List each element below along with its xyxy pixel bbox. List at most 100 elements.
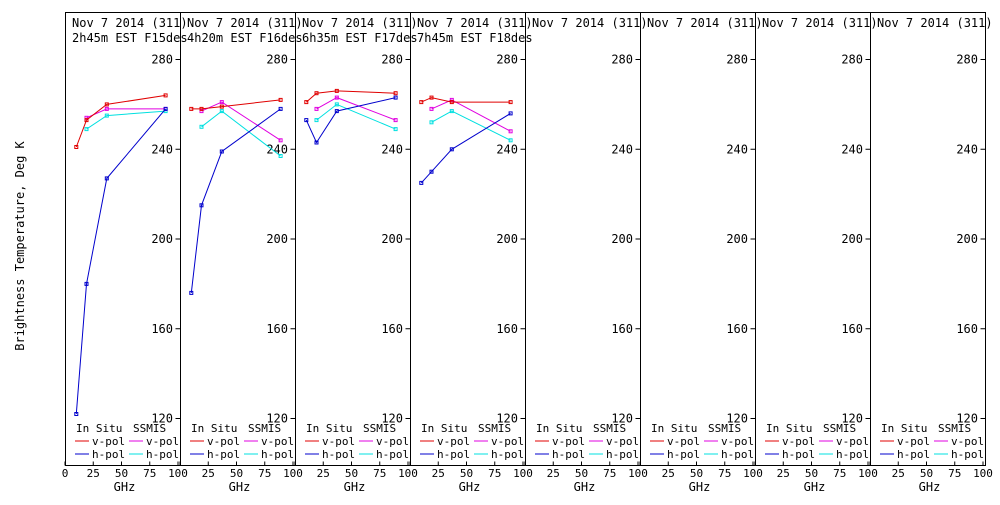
panel-2-series-insitu-h-point <box>278 106 283 111</box>
panel-4-xtick-label: 25 <box>432 467 445 480</box>
panel-3-title: Nov 7 2014 (311) <box>302 16 418 30</box>
panel-1-xtick-label: 100 <box>168 467 188 480</box>
panel-6-xtick-label: 100 <box>743 467 763 480</box>
panel-2-series-ssmis-v-point <box>278 138 283 143</box>
panel-1-legend-ssmis-h-label: h-pol <box>146 448 179 461</box>
panel-4-series-ssmis-v-point <box>429 106 434 111</box>
panel-2-ytick-label: 280 <box>266 53 288 67</box>
panel-3-series-ssmis-h-point <box>334 102 339 107</box>
panel-1-series-insitu-h-point <box>74 412 79 416</box>
panel-3-series-insitu-v-point <box>334 88 339 93</box>
panel-2-series-ssmis-v-point <box>199 109 204 114</box>
panel-2-series-insitu-v-point <box>189 106 194 111</box>
panel-2-series-ssmis-h-line <box>201 110 281 157</box>
panel-3-series-ssmis-h-point <box>314 118 319 123</box>
panel-4-series-insitu-v-point <box>449 100 454 105</box>
panel-7-ytick-label: 120 <box>841 412 863 426</box>
panel-4-ytick-label: 160 <box>496 322 518 336</box>
panel-4-series-ssmis-v-line <box>431 99 511 132</box>
panel-2-xtick-label: 100 <box>283 467 303 480</box>
panel-1-series-insitu-v-point <box>84 118 89 123</box>
panel-3-series-insitu-h-point <box>334 109 339 114</box>
panel-3-xtick-label: 50 <box>345 467 358 480</box>
panel-8-xtick-label: 75 <box>948 467 961 480</box>
panel-2-series-insitu-v-point <box>278 97 283 102</box>
panel-3-legend-insitu-h-label: h-pol <box>322 448 355 461</box>
panel-2-xtick-label: 50 <box>230 467 243 480</box>
panel-2-legend-insitu-h-label: h-pol <box>207 448 240 461</box>
panel-2-ytick-label: 200 <box>266 232 288 246</box>
panel-2-title: Nov 7 2014 (311) <box>187 16 303 30</box>
panel-6-xtick-label: 25 <box>662 467 675 480</box>
panel-7-ytick-label: 240 <box>841 142 863 156</box>
panel-7-legend-insitu-title: In Situ <box>766 422 812 435</box>
panel-1-series-insitu-h-line <box>75 108 166 415</box>
panel-1-title: Nov 7 2014 (311) <box>72 16 188 30</box>
panel-3-ytick-label: 120 <box>381 412 403 426</box>
panel-3-ytick-label: 280 <box>381 53 403 67</box>
panel-5-legend-ssmis-v-label: v-pol <box>606 435 639 448</box>
panel-2-x-axis-label: GHz <box>229 480 251 494</box>
panel-4-ytick-label: 200 <box>496 232 518 246</box>
panel-3-ytick-label: 160 <box>381 322 403 336</box>
panel-5-xtick-label: 25 <box>547 467 560 480</box>
panel-1-series-insitu-v-line <box>75 94 166 148</box>
panel-4-xtick-label: 75 <box>488 467 501 480</box>
panel-1-series-insitu-h-point <box>104 176 109 181</box>
panel-8-xtick-label: 50 <box>920 467 933 480</box>
panel-2-series-ssmis-h-point <box>219 109 224 114</box>
panel-8-ytick-label: 280 <box>956 53 978 67</box>
panel-4-series-ssmis-v-point <box>508 129 513 134</box>
panel-3-legend-ssmis-v-label: v-pol <box>376 435 409 448</box>
panel-2-legend-insitu-v-label: v-pol <box>207 435 240 448</box>
panel-3-x-axis-label: GHz <box>344 480 366 494</box>
panel-3-legend-ssmis-title: SSMIS <box>363 422 396 435</box>
panel-3-series-insitu-h-point <box>304 118 309 123</box>
panel-8-legend-insitu-v-label: v-pol <box>897 435 930 448</box>
panel-5-legend-ssmis-h-label: h-pol <box>606 448 639 461</box>
panel-2-series-ssmis-h-point <box>199 124 204 129</box>
panel-6-legend-insitu-title: In Situ <box>651 422 697 435</box>
panel-3-series-ssmis-v-point <box>334 95 339 100</box>
panel-2-series-insitu-h-point <box>199 203 204 208</box>
panel-4-ytick-label: 240 <box>496 142 518 156</box>
panel-8-xtick-label: 100 <box>973 467 993 480</box>
panel-2-xtick-label: 75 <box>258 467 271 480</box>
panel-4-x-axis-label: GHz <box>459 480 481 494</box>
panel-6-xtick-label: 75 <box>718 467 731 480</box>
panel-7-ytick-label: 280 <box>841 53 863 67</box>
panel-8-legend-insitu-h-label: h-pol <box>897 448 930 461</box>
panel-3-ytick-label: 200 <box>381 232 403 246</box>
panel-7-xtick-label: 75 <box>833 467 846 480</box>
panel-2-ytick-label: 160 <box>266 322 288 336</box>
panel-6-ytick-label: 120 <box>726 412 748 426</box>
panel-4-ytick-label: 280 <box>496 53 518 67</box>
panel-3-series-ssmis-h-point <box>393 127 398 132</box>
panel-8-ytick-label: 160 <box>956 322 978 336</box>
panel-1-legend-insitu-v-label: v-pol <box>92 435 125 448</box>
panel-1-ytick-label: 200 <box>151 232 173 246</box>
panel-1-xtick-label: 25 <box>87 467 100 480</box>
panel-4-series-ssmis-h-point <box>508 138 513 143</box>
panel-1-series-ssmis-v-line <box>86 108 166 119</box>
panel-1-xtick-label: 50 <box>115 467 128 480</box>
panel-8-legend-ssmis-title: SSMIS <box>938 422 971 435</box>
panel-4-legend-ssmis-v-label: v-pol <box>491 435 524 448</box>
panel-6-ytick-label: 280 <box>726 53 748 67</box>
panel-7-ytick-label: 200 <box>841 232 863 246</box>
panel-1-ytick-label: 280 <box>151 53 173 67</box>
panel-5-ytick-label: 120 <box>611 412 633 426</box>
panel-1-series-insitu-v-point <box>163 93 168 98</box>
panel-4-ytick-label: 120 <box>496 412 518 426</box>
panel-4-subtitle: 7h45m EST F18des <box>417 31 533 45</box>
panel-2-legend-ssmis-title: SSMIS <box>248 422 281 435</box>
panel-7-x-axis-label: GHz <box>804 480 826 494</box>
panel-8-legend-insitu-title: In Situ <box>881 422 927 435</box>
panel-4-series-ssmis-v-point <box>449 97 454 102</box>
panel-5-ytick-label: 280 <box>611 53 633 67</box>
panel-3-series-ssmis-v-line <box>316 97 396 121</box>
panel-6-xtick-label: 50 <box>690 467 703 480</box>
panel-1-xtick-label: 0 <box>62 467 69 480</box>
